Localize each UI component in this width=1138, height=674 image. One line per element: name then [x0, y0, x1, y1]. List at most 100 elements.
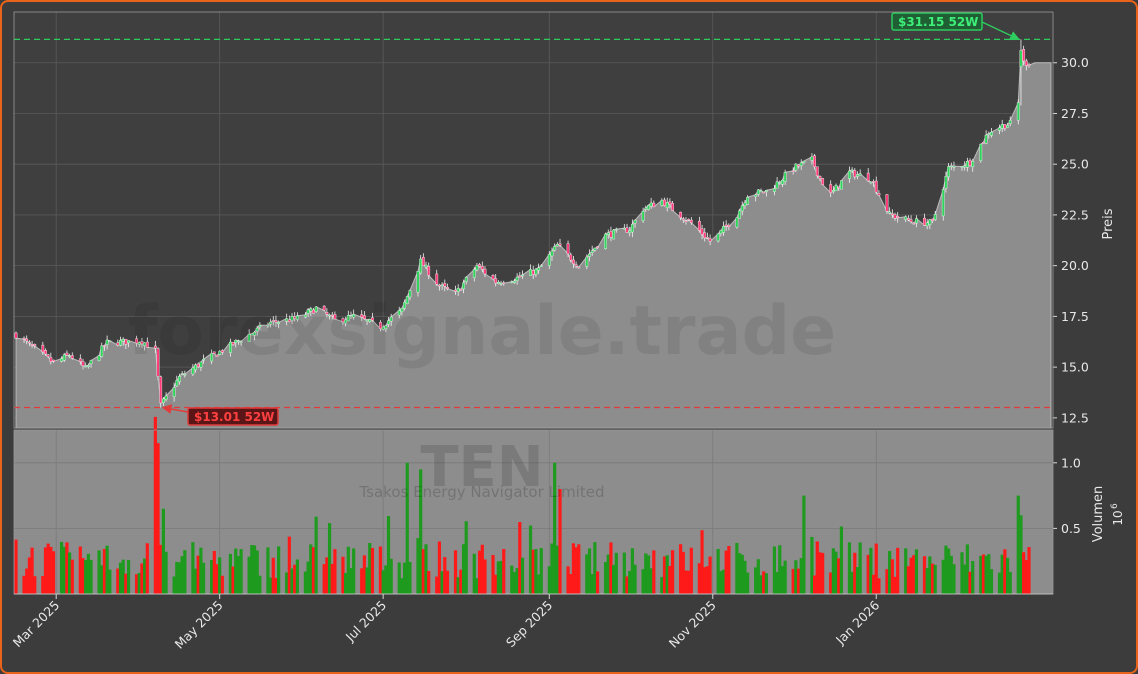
candle-body — [119, 340, 122, 346]
candle-body — [909, 219, 913, 222]
volume-bar — [352, 548, 356, 594]
volume-bar — [330, 563, 334, 594]
volume-bar — [697, 563, 701, 594]
candle-body — [965, 161, 969, 168]
volume-bar — [65, 542, 69, 594]
candle-body — [912, 222, 916, 225]
candle-body — [791, 170, 795, 172]
candle-body — [454, 289, 457, 292]
candle-body — [196, 363, 200, 368]
candle-body — [349, 315, 353, 317]
volume-bar — [855, 567, 860, 594]
volume-bar — [802, 495, 806, 594]
candle-body — [783, 172, 787, 182]
volume-bar — [759, 575, 763, 594]
candle-body — [888, 211, 892, 214]
candle-body — [848, 170, 851, 179]
candle-body — [194, 364, 197, 371]
candle-body — [239, 341, 243, 343]
candle-body — [97, 355, 101, 362]
candle-body — [137, 342, 141, 345]
candle-body — [697, 220, 701, 231]
candle-body — [266, 324, 270, 327]
volume-bar — [344, 573, 348, 594]
candle-body — [49, 357, 53, 362]
volume-bar — [799, 558, 803, 594]
candle-body — [255, 327, 259, 332]
volume-bar — [724, 550, 728, 594]
candle-body — [928, 219, 932, 225]
volume-bar — [874, 543, 878, 594]
volume-bar — [979, 555, 983, 594]
candle-body — [341, 318, 345, 323]
volume-multiplier-exponent: 6 — [1110, 503, 1120, 509]
candle-body — [593, 247, 597, 251]
candle-body — [1000, 124, 1004, 129]
volume-bar — [252, 545, 257, 594]
volume-bar — [813, 575, 817, 594]
volume-bar — [914, 549, 919, 594]
volume-bar — [981, 554, 986, 594]
volume-bar — [419, 469, 423, 594]
candle-body — [531, 270, 535, 275]
volume-bar — [593, 542, 597, 594]
candle-body — [322, 305, 326, 311]
volume-bar — [480, 544, 484, 594]
volume-bar — [86, 553, 90, 594]
candle-body — [518, 275, 522, 278]
candle-body — [577, 266, 581, 269]
volume-bar — [614, 552, 618, 594]
volume-bar — [1000, 554, 1004, 594]
volume-bar — [499, 560, 503, 594]
candle-body — [22, 337, 26, 340]
volume-bar — [134, 574, 139, 594]
volume-bar — [606, 554, 610, 594]
candle-body — [802, 160, 806, 163]
candle-body — [944, 176, 948, 189]
volume-bar — [603, 562, 608, 594]
volume-bar — [965, 544, 969, 594]
candle-body — [419, 258, 423, 274]
candle-body — [496, 281, 500, 284]
candle-body — [290, 316, 294, 321]
candle-body — [815, 166, 819, 176]
candle-body — [424, 264, 428, 268]
candle-body — [649, 202, 653, 207]
volume-bar — [277, 546, 281, 594]
volume-bar — [928, 556, 932, 594]
volume-bar — [239, 549, 243, 594]
volume-bar — [145, 543, 149, 594]
volume-bar — [175, 561, 179, 594]
candle-body — [574, 264, 578, 267]
x-tick-label: Mar 2025 — [10, 598, 63, 651]
volume-bar — [314, 516, 318, 594]
volume-bar — [100, 565, 104, 594]
volume-bar — [177, 562, 182, 594]
candle-body — [968, 160, 972, 166]
candle-body — [178, 376, 181, 383]
volume-bar — [796, 568, 801, 594]
volume-bar — [641, 569, 645, 594]
x-tick-label: Nov 2025 — [666, 598, 719, 651]
candle-body — [609, 231, 613, 238]
volume-bar — [309, 544, 313, 594]
volume-bar — [944, 545, 948, 594]
candle-body — [143, 342, 147, 347]
candle-body — [982, 142, 985, 144]
volume-bar — [14, 539, 18, 594]
candle-body — [237, 340, 240, 342]
volume-bar — [472, 553, 476, 594]
volume-bar — [143, 558, 147, 594]
volume-bar — [815, 541, 819, 594]
candle-body — [738, 210, 741, 219]
candle-body — [630, 223, 634, 233]
candle-body — [330, 314, 334, 317]
candle-body — [220, 350, 224, 353]
candle-body — [706, 237, 709, 239]
candle-body — [140, 341, 144, 345]
candle-body — [464, 277, 468, 282]
volume-bar — [67, 552, 72, 594]
candle-body — [858, 173, 862, 176]
high-52w-label-box — [891, 12, 983, 31]
